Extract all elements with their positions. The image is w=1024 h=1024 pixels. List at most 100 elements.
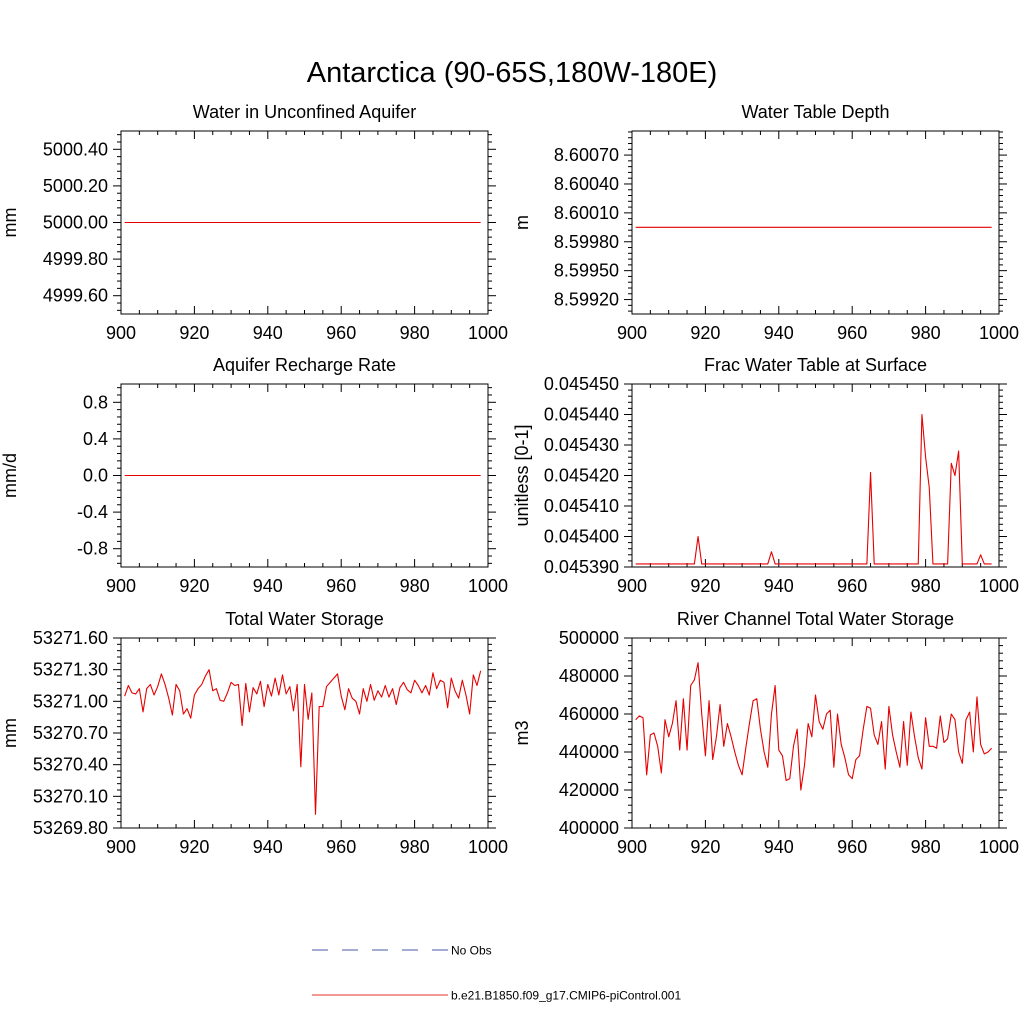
y-tick-label: -0.8 xyxy=(77,539,108,559)
legend: No Obs b.e21.B1850.f09_g17.CMIP6-piContr… xyxy=(312,944,681,1003)
legend-label-no-obs: No Obs xyxy=(451,944,492,958)
y-tick-label: 0.045440 xyxy=(544,405,619,425)
y-tick-label: 5000.40 xyxy=(43,139,108,159)
y-tick-label: 480000 xyxy=(559,666,619,686)
panel-grid: Water in Unconfined Aquifer 900 920 940 960 9… xyxy=(0,102,1019,857)
series-line xyxy=(124,669,482,815)
y-tick-label: 4999.60 xyxy=(43,286,108,306)
panel-title: Frac Water Table at Surface xyxy=(704,355,927,375)
panel-3: Aquifer Recharge Rate 900 920 940 960 980 1000… xyxy=(0,355,508,596)
y-axis-label: mm xyxy=(0,718,20,748)
panel-title: River Channel Total Water Storage xyxy=(677,609,954,629)
y-tick-label: 0.045450 xyxy=(544,374,619,394)
x-tick-label: 1000 xyxy=(979,576,1019,596)
x-tick-label: 900 xyxy=(106,323,136,343)
x-tick-label: 960 xyxy=(837,323,867,343)
x-tick-label: 980 xyxy=(400,837,430,857)
x-tick-label: 900 xyxy=(617,323,647,343)
x-tick-label: 920 xyxy=(179,837,209,857)
y-tick-label: 440000 xyxy=(559,742,619,762)
y-tick-label: 8.59920 xyxy=(554,290,619,310)
y-axis-label: mm xyxy=(0,208,20,238)
x-tick-label: 920 xyxy=(690,837,720,857)
y-tick-label: -0.4 xyxy=(77,502,108,522)
panel-title: Water in Unconfined Aquifer xyxy=(193,102,416,122)
x-tick-label: 940 xyxy=(764,576,794,596)
y-tick-label: 400000 xyxy=(559,818,619,838)
y-tick-label: 0.8 xyxy=(83,392,108,412)
y-tick-label: 0.0 xyxy=(83,466,108,486)
panel-2: Water Table Depth 900 920 940 960 980 1000 8.59… xyxy=(512,102,1019,343)
x-tick-label: 1000 xyxy=(468,576,508,596)
x-tick-label: 940 xyxy=(764,837,794,857)
y-tick-label: 8.59980 xyxy=(554,232,619,252)
y-tick-label: 5000.20 xyxy=(43,176,108,196)
x-tick-label: 920 xyxy=(179,323,209,343)
panel-4: Frac Water Table at Surface 900 920 940 960 9… xyxy=(512,355,1019,596)
y-tick-label: 8.60010 xyxy=(554,203,619,223)
x-tick-label: 980 xyxy=(911,837,941,857)
y-axis-label: m xyxy=(512,215,532,230)
x-tick-label: 920 xyxy=(690,323,720,343)
y-tick-label: 8.60070 xyxy=(554,145,619,165)
y-tick-label: 53271.60 xyxy=(33,628,108,648)
x-tick-label: 960 xyxy=(326,323,356,343)
panel-6: River Channel Total Water Storage 900 920 9… xyxy=(512,609,1019,857)
x-tick-label: 960 xyxy=(837,837,867,857)
panel-title: Water Table Depth xyxy=(741,102,889,122)
x-tick-label: 960 xyxy=(326,576,356,596)
panel-1: Water in Unconfined Aquifer 900 920 940 960 9… xyxy=(0,102,508,343)
y-tick-label: 53271.00 xyxy=(33,691,108,711)
series-line xyxy=(635,662,993,791)
x-tick-label: 900 xyxy=(617,576,647,596)
x-tick-label: 940 xyxy=(764,323,794,343)
x-tick-label: 920 xyxy=(690,576,720,596)
y-tick-label: 0.045430 xyxy=(544,435,619,455)
x-tick-label: 980 xyxy=(911,576,941,596)
figure-title: Antarctica (90-65S,180W-180E) xyxy=(307,57,718,89)
y-tick-label: 8.60040 xyxy=(554,174,619,194)
panel-5: Total Water Storage 900 920 940 960 980 1000 53… xyxy=(0,609,508,857)
panel-title: Total Water Storage xyxy=(225,609,383,629)
y-axis-label: m3 xyxy=(512,720,532,745)
x-tick-label: 1000 xyxy=(468,837,508,857)
y-tick-label: 53270.40 xyxy=(33,755,108,775)
x-tick-label: 980 xyxy=(400,576,430,596)
y-axis-label: mm/d xyxy=(0,453,20,498)
x-tick-label: 980 xyxy=(400,323,430,343)
x-tick-label: 940 xyxy=(253,837,283,857)
y-tick-label: 0.045420 xyxy=(544,466,619,486)
y-tick-label: 460000 xyxy=(559,704,619,724)
y-tick-label: 53270.10 xyxy=(33,786,108,806)
y-tick-label: 500000 xyxy=(559,628,619,648)
y-tick-label: 5000.00 xyxy=(43,213,108,233)
panel-title: Aquifer Recharge Rate xyxy=(213,355,396,375)
x-tick-label: 920 xyxy=(179,576,209,596)
x-tick-label: 900 xyxy=(106,837,136,857)
x-tick-label: 1000 xyxy=(979,837,1019,857)
y-axis-label: unitless [0-1] xyxy=(512,424,532,526)
series-line xyxy=(635,413,992,565)
x-tick-label: 940 xyxy=(253,576,283,596)
y-tick-label: 0.045390 xyxy=(544,557,619,577)
x-tick-label: 960 xyxy=(837,576,867,596)
y-tick-label: 53271.30 xyxy=(33,660,108,680)
x-tick-label: 940 xyxy=(253,323,283,343)
x-tick-label: 1000 xyxy=(979,323,1019,343)
y-tick-label: 0.045410 xyxy=(544,496,619,516)
legend-label-model: b.e21.B1850.f09_g17.CMIP6-piControl.001 xyxy=(451,989,681,1003)
y-tick-label: 53270.70 xyxy=(33,723,108,743)
x-tick-label: 1000 xyxy=(468,323,508,343)
y-tick-label: 8.59950 xyxy=(554,261,619,281)
x-tick-label: 900 xyxy=(617,837,647,857)
y-tick-label: 420000 xyxy=(559,780,619,800)
x-tick-label: 980 xyxy=(911,323,941,343)
y-tick-label: 4999.80 xyxy=(43,249,108,269)
y-tick-label: 53269.80 xyxy=(33,818,108,838)
x-tick-label: 960 xyxy=(326,837,356,857)
x-tick-label: 900 xyxy=(106,576,136,596)
y-tick-label: 0.4 xyxy=(83,429,108,449)
y-tick-label: 0.045400 xyxy=(544,527,619,547)
